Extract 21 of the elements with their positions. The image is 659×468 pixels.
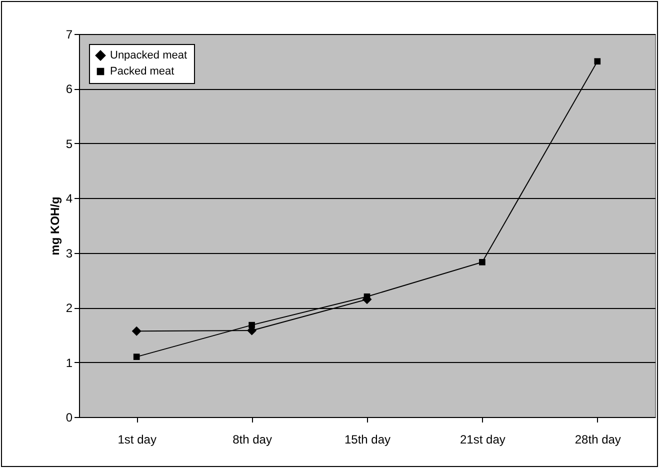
point — [133, 354, 140, 360]
x-tick-label: 15th day — [344, 432, 391, 446]
y-tick-label: 7 — [66, 28, 73, 42]
y-tick-label: 2 — [66, 301, 73, 316]
point — [132, 326, 142, 336]
y-tick-label: 3 — [66, 246, 73, 260]
y-axis-title: mg KOH/g — [48, 196, 62, 256]
x-tick-label: 28th day — [574, 432, 621, 446]
point — [594, 58, 601, 65]
x-tick-label: 8th day — [232, 432, 272, 446]
y-tick-label: 0 — [66, 410, 73, 424]
legend-label: Unpacked meat — [110, 50, 188, 62]
x-tick-label: 1st day — [118, 432, 156, 446]
legend-label: Packed meat — [110, 66, 174, 78]
y-tick-label: 6 — [66, 82, 73, 96]
point — [248, 322, 255, 328]
y-tick-label: 4 — [66, 192, 73, 206]
point — [479, 258, 486, 266]
y-tick-label: 1 — [66, 356, 73, 370]
x-tick-label: 21st day — [460, 432, 506, 446]
y-tick-label: 5 — [66, 136, 73, 151]
